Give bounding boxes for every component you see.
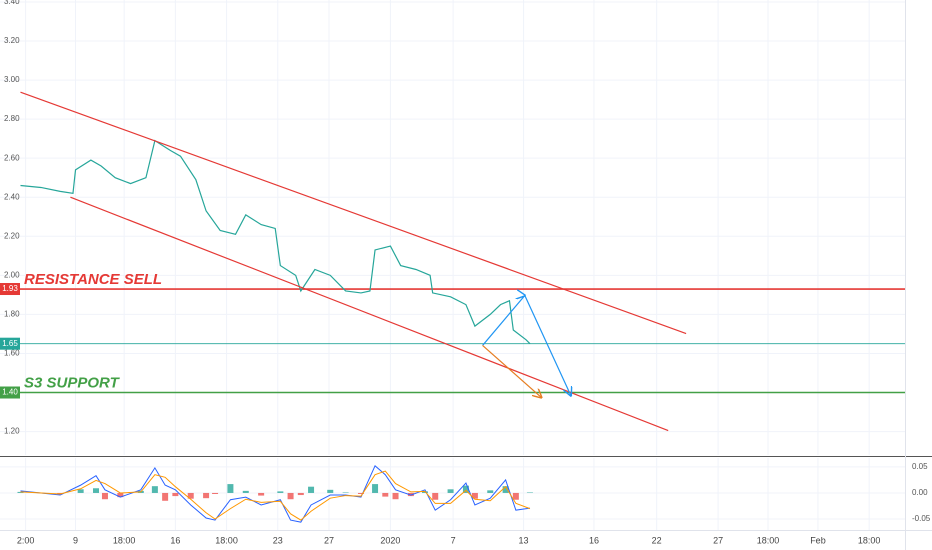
histogram-bar <box>421 491 428 493</box>
histogram-bar <box>526 492 533 493</box>
x-tick-label: 13 <box>519 535 529 545</box>
histogram-bar <box>297 492 304 496</box>
y-tick-label: 3.20 <box>4 36 20 45</box>
histogram-bar <box>242 490 249 493</box>
x-tick-label: 9 <box>73 535 78 545</box>
x-tick-label: 18:00 <box>757 535 780 545</box>
x-tick-label: 16 <box>170 535 180 545</box>
level-annotation: RESISTANCE SELL <box>24 271 162 288</box>
histogram-bar <box>258 492 265 496</box>
y-tick-label: 2.80 <box>4 114 20 123</box>
projection-arrow <box>482 295 571 395</box>
histogram-bar <box>487 490 494 493</box>
series-line <box>20 465 531 523</box>
projection-arrow <box>482 344 542 397</box>
y-tick-label: 0.05 <box>912 462 928 471</box>
x-tick-label: 18:00 <box>215 535 238 545</box>
histogram-bar <box>308 486 315 493</box>
histogram-bar <box>93 488 100 493</box>
level-annotation: S3 SUPPORT <box>24 374 121 391</box>
y-tick-label: 3.00 <box>4 75 20 84</box>
y-tick-label: 2.20 <box>4 231 20 240</box>
histogram-bar <box>372 484 379 493</box>
histogram-bar <box>162 492 169 501</box>
y-tick-label: 0.00 <box>912 488 928 497</box>
x-tick-label: 27 <box>713 535 723 545</box>
x-tick-label: 2020 <box>380 535 400 545</box>
series-line <box>20 139 531 345</box>
histogram-bar <box>77 489 84 493</box>
x-tick-label: 27 <box>324 535 334 545</box>
price-badge <box>0 386 20 399</box>
price-badge-label: 1.65 <box>2 339 18 348</box>
histogram-bar <box>117 492 124 498</box>
series-line <box>20 470 531 521</box>
price-badge <box>0 283 20 296</box>
histogram-bar <box>187 492 194 499</box>
x-tick-label: Feb <box>810 535 826 545</box>
y-tick-label: 1.80 <box>4 310 20 319</box>
price-badge-label: 1.40 <box>2 388 18 397</box>
histogram-bar <box>392 492 399 500</box>
histogram-bar <box>512 492 519 500</box>
x-tick-label: 7 <box>451 535 456 545</box>
price-badge <box>0 337 20 350</box>
histogram-bar <box>172 492 179 497</box>
histogram-bar <box>462 485 469 493</box>
histogram-bar <box>17 491 24 493</box>
channel-line <box>20 91 687 335</box>
x-tick-label: 22 <box>652 535 662 545</box>
y-tick-label: 2.00 <box>4 270 20 279</box>
histogram-bar <box>287 492 294 500</box>
histogram-bar <box>327 489 334 493</box>
histogram-bar <box>57 492 64 494</box>
y-tick-label: -0.05 <box>912 514 931 523</box>
histogram-bar <box>357 492 364 494</box>
histogram-bar <box>342 492 349 493</box>
y-tick-label: 3.40 <box>4 0 20 6</box>
histogram-bar <box>447 489 454 493</box>
x-tick-label: 2:00 <box>17 535 35 545</box>
x-tick-label: 18:00 <box>858 535 881 545</box>
histogram-bar <box>101 492 108 500</box>
x-tick-label: 16 <box>589 535 599 545</box>
histogram-bar <box>203 492 210 499</box>
y-tick-label: 2.60 <box>4 153 20 162</box>
x-tick-label: 23 <box>273 535 283 545</box>
histogram-bar <box>227 484 234 493</box>
histogram-bar <box>212 492 219 494</box>
histogram-bar <box>277 491 284 493</box>
histogram-bar <box>471 492 478 499</box>
x-tick-label: 18:00 <box>113 535 136 545</box>
histogram-bar <box>382 492 389 497</box>
histogram-bar <box>502 486 509 493</box>
histogram-bar <box>151 486 158 493</box>
y-tick-label: 1.20 <box>4 427 20 436</box>
y-tick-label: 1.60 <box>4 349 20 358</box>
y-tick-label: 2.40 <box>4 192 20 201</box>
price-badge-label: 1.93 <box>2 284 18 293</box>
histogram-bar <box>432 492 439 500</box>
